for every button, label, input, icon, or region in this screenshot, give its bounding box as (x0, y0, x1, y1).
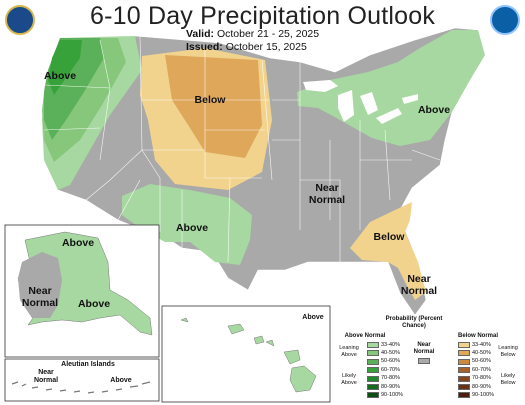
legend-below-swatch (458, 392, 470, 399)
nw-above-label: Above (43, 70, 77, 82)
valid-dates: October 21 - 25, 2025 (216, 28, 320, 40)
se-below (350, 202, 426, 300)
legend-below-swatch (458, 342, 470, 348)
legend-above-swatch (367, 384, 379, 390)
fl-near-normal-label: Near Normal (400, 273, 438, 297)
aleutian-near-normal-label: Near Normal (33, 369, 59, 384)
legend-above-bin-label: 33-40% (381, 341, 400, 348)
page-title: 6-10 Day Precipitation Outlook (89, 2, 436, 30)
noaa-logo (490, 5, 520, 35)
ak-near-normal-label: Near Normal (21, 285, 59, 309)
legend-below-bin-label: 50-60% (472, 358, 491, 365)
legend-below-swatch (458, 358, 470, 365)
legend-likely-below: Likely Below (500, 373, 516, 386)
legend-below-swatch (458, 367, 470, 374)
legend-near-header: Near Normal (413, 342, 435, 355)
plains-below-label: Below (194, 94, 226, 106)
commerce-seal-logo (5, 5, 35, 35)
sw-above (122, 184, 252, 265)
aleutian-above-label: Above (110, 377, 132, 384)
legend-near-swatch (418, 358, 430, 364)
legend-above-swatch (367, 375, 379, 382)
aleutian-islands (11, 381, 151, 394)
ak-above-n-label: Above (61, 237, 95, 249)
legend-above-swatch (367, 392, 379, 399)
valid-label: Valid: (186, 28, 215, 40)
legend-above-header: Above Normal (344, 333, 386, 339)
legend-above-swatch (367, 367, 379, 374)
alaska-near-normal (18, 252, 62, 318)
legend-likely-above: Likely Above (341, 373, 357, 386)
se-below-label: Below (373, 231, 405, 243)
issued-line: Issued: October 15, 2025 (186, 41, 307, 53)
legend-above-bin-label: 80-90% (381, 383, 400, 390)
legend-above-bin-label: 50-60% (381, 358, 400, 365)
legend-above-swatch (367, 350, 379, 357)
legend-leaning-above: Leaning Above (339, 345, 359, 358)
issued-label: Issued: (186, 41, 223, 53)
central-near-normal-label: Near Normal (308, 182, 346, 206)
aleutian-inset-frame (4, 358, 160, 402)
legend-below-bin-label: 33-40% (472, 341, 491, 348)
ne-above-label: Above (417, 104, 451, 116)
legend-above-swatch (367, 358, 379, 365)
legend-below-bin-label: 60-70% (472, 366, 491, 373)
legend-above-bin-label: 70-80% (381, 375, 400, 382)
legend-above-bin-label: 90-100% (381, 391, 404, 398)
legend-leaning-below: Leaning Below (498, 345, 518, 358)
legend-below-bin-label: 70-80% (472, 375, 491, 382)
legend-title: Probability (Percent Chance) (385, 316, 443, 329)
legend-above-bin-label: 60-70% (381, 366, 400, 373)
legend-below-bin-label: 90-100% (472, 391, 495, 398)
great-lakes (303, 80, 418, 124)
legend-above-swatch (367, 342, 379, 348)
hawaii-islands (180, 317, 317, 393)
state-lines (43, 35, 441, 263)
legend-below-header: Below Normal (457, 333, 498, 339)
valid-line: Valid: October 21 - 25, 2025 (186, 28, 319, 40)
legend-below-bin-label: 40-50% (472, 349, 491, 356)
legend-below-swatch (458, 375, 470, 382)
sw-above-label: Above (175, 222, 209, 234)
legend-below-swatch (458, 350, 470, 357)
plains-below-mid (165, 55, 262, 158)
legend-above-bin-label: 40-50% (381, 349, 400, 356)
issued-date: October 15, 2025 (225, 41, 307, 53)
hawaii-above-label: Above (302, 314, 324, 321)
nw-above-strongest (48, 40, 82, 95)
legend-below-swatch (458, 384, 470, 390)
legend-below-bin-label: 80-90% (472, 383, 491, 390)
aleutian-title: Aleutian Islands (61, 361, 115, 368)
ak-above-s-label: Above (77, 298, 111, 310)
